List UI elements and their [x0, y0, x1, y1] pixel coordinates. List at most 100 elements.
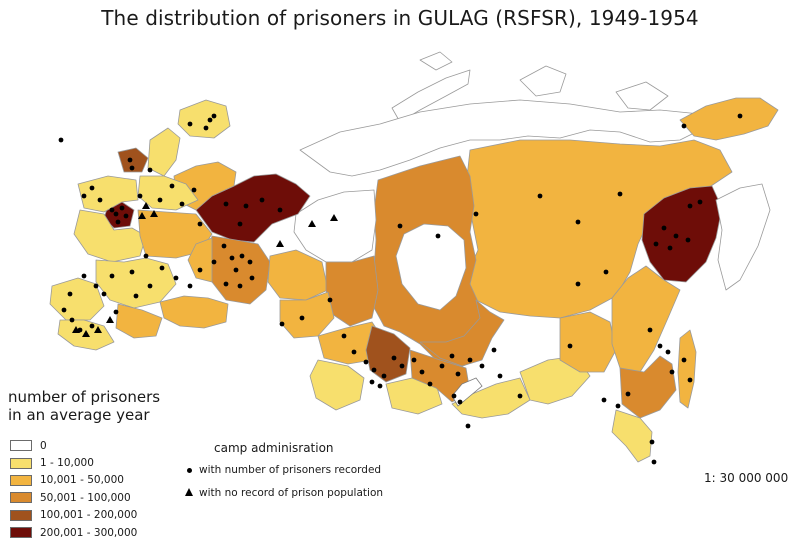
- camp-dot: [575, 219, 581, 225]
- regions: [49, 51, 779, 463]
- camp-dot: [61, 307, 67, 313]
- legend-swatch: [10, 457, 32, 469]
- region-arctic-belt: [299, 99, 743, 177]
- camp-dot: [223, 281, 229, 287]
- region-primorye-south: [611, 409, 653, 463]
- camp-dot: [237, 221, 243, 227]
- camp-dot: [681, 357, 687, 363]
- camp-dot: [58, 137, 64, 143]
- camp-dot: [113, 211, 119, 217]
- camp-dot: [109, 207, 115, 213]
- region-kolyma: [641, 185, 723, 283]
- camp-dot: [159, 265, 165, 271]
- camp-dot: [247, 259, 253, 265]
- camp-triangle: [106, 316, 114, 323]
- camp-dot: [229, 255, 235, 261]
- camp-dot: [239, 253, 245, 259]
- legend-label: 1 - 10,000: [40, 457, 94, 470]
- legend-item: 1 - 10,000: [10, 454, 137, 471]
- camp-dot: [435, 233, 441, 239]
- region-kamchatka: [715, 183, 771, 291]
- camp-dot: [737, 113, 743, 119]
- camp-dot: [657, 343, 663, 349]
- camp-dot: [237, 283, 243, 289]
- dot-marker-icon: [183, 464, 195, 476]
- camp-dot: [615, 403, 621, 409]
- camp-dot: [147, 283, 153, 289]
- camp-dot: [651, 459, 657, 465]
- camp-dot: [129, 165, 135, 171]
- camp-dot: [115, 219, 121, 225]
- camp-dot: [575, 281, 581, 287]
- camp-legend-dot-row: with number of prisoners recorded: [183, 464, 381, 476]
- camp-dot: [397, 223, 403, 229]
- camp-legend-triangle-label: with no record of prison population: [199, 487, 384, 499]
- legend-swatch: [10, 474, 32, 486]
- camp-dot: [223, 201, 229, 207]
- camp-dot: [299, 315, 305, 321]
- region-amur: [559, 311, 617, 373]
- camp-dot: [249, 275, 255, 281]
- camp-dot: [603, 269, 609, 275]
- camp-dot: [243, 203, 249, 209]
- camp-dot: [419, 369, 425, 375]
- camp-dot: [673, 233, 679, 239]
- legend-label: 0: [40, 439, 47, 452]
- camp-dot: [647, 327, 653, 333]
- camp-dot: [351, 349, 357, 355]
- camp-dot: [113, 309, 119, 315]
- camp-dot: [667, 245, 673, 251]
- camp-dot: [457, 399, 463, 405]
- camp-dot: [601, 397, 607, 403]
- region-irkutsk: [419, 299, 505, 367]
- camp-dot: [653, 241, 659, 247]
- camp-dot: [277, 207, 283, 213]
- camp-triangle: [276, 240, 284, 247]
- camp-dot: [427, 381, 433, 387]
- camp-dot: [157, 197, 163, 203]
- camp-dot: [127, 157, 133, 163]
- camp-triangle: [72, 326, 80, 333]
- camp-dot: [147, 167, 153, 173]
- legend-label: 50,001 - 100,000: [40, 491, 131, 504]
- camp-dot: [687, 203, 693, 209]
- camp-dot: [455, 371, 461, 377]
- legend-swatch: [10, 492, 32, 504]
- camp-dot: [665, 349, 671, 355]
- camp-dot: [191, 187, 197, 193]
- camp-dot: [451, 393, 457, 399]
- camp-markers: [58, 113, 743, 465]
- region-primorye: [619, 355, 677, 419]
- camp-dot: [211, 259, 217, 265]
- camp-dot: [179, 201, 185, 207]
- region-kemerovo: [365, 325, 411, 383]
- legend-item: 100,001 - 200,000: [10, 507, 137, 524]
- region-volga-south: [95, 257, 177, 309]
- region-chukotka: [679, 97, 779, 141]
- region-central-north: [77, 175, 139, 213]
- camp-dot: [449, 353, 455, 359]
- region-leningrad: [117, 147, 149, 173]
- camp-dot: [381, 373, 387, 379]
- camp-dot: [465, 423, 471, 429]
- camp-dot: [233, 267, 239, 273]
- camp-dot: [221, 243, 227, 249]
- camp-dot: [491, 347, 497, 353]
- region-karelia: [147, 127, 181, 177]
- legend-title-line1: number of prisoners: [8, 388, 161, 406]
- legend-classes: 0 1 - 10,000 10,001 - 50,000 50,001 - 10…: [10, 437, 137, 541]
- region-west-siberia-north: [293, 189, 377, 263]
- camp-dot: [411, 357, 417, 363]
- camp-triangle: [150, 210, 158, 217]
- camp-dot: [617, 191, 623, 197]
- camp-dot: [119, 205, 125, 211]
- legend-title: number of prisoners in an average year: [8, 388, 160, 424]
- legend-item: 0: [10, 437, 137, 454]
- camp-dot: [377, 383, 383, 389]
- triangle-marker-icon: [183, 487, 195, 499]
- camp-dot: [517, 393, 523, 399]
- camp-dot: [327, 297, 333, 303]
- region-franz-josef: [419, 51, 453, 71]
- camp-legend-title: camp adminisration: [214, 441, 334, 455]
